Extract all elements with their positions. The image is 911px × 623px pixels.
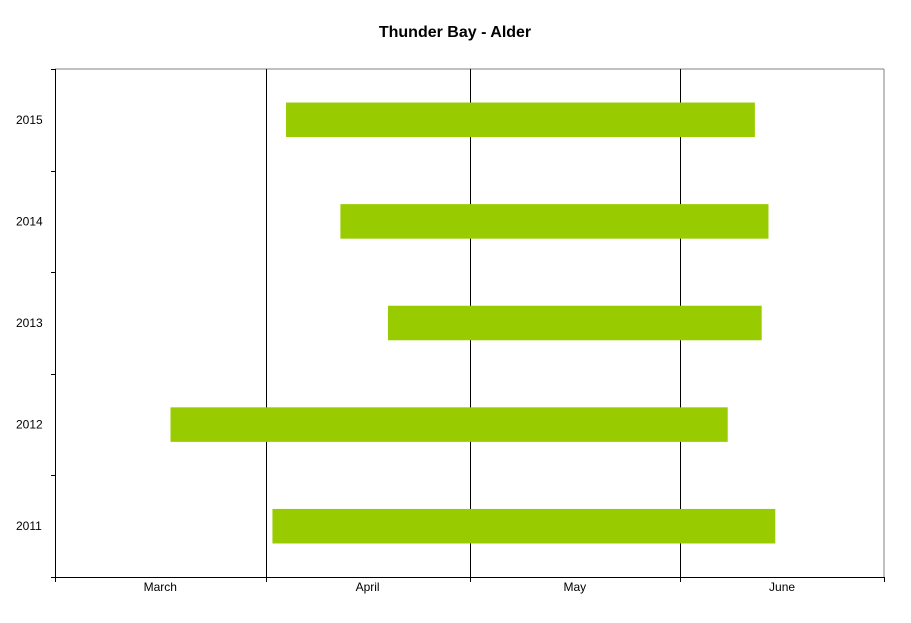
y-tick-label: 2013 [16, 316, 43, 330]
y-tick-label: 2012 [16, 418, 43, 432]
bar-2013 [387, 305, 762, 341]
x-tick-label: April [356, 580, 380, 594]
bar-2015 [286, 102, 755, 138]
y-tick-label: 2014 [16, 214, 43, 228]
bar-2012 [170, 407, 728, 442]
plot-area: March April May June 2015 2014 2013 2012 2011 [16, 68, 885, 594]
y-tick-label: 2011 [16, 519, 42, 533]
y-tick-label: 2015 [16, 113, 43, 127]
bar-2014 [340, 204, 769, 239]
x-tick-label: May [563, 580, 586, 594]
x-tick-label: June [769, 580, 795, 594]
chart-title: Thunder Bay - Alder [379, 24, 531, 41]
bar-2011 [272, 508, 776, 544]
x-tick-label: March [144, 580, 177, 594]
